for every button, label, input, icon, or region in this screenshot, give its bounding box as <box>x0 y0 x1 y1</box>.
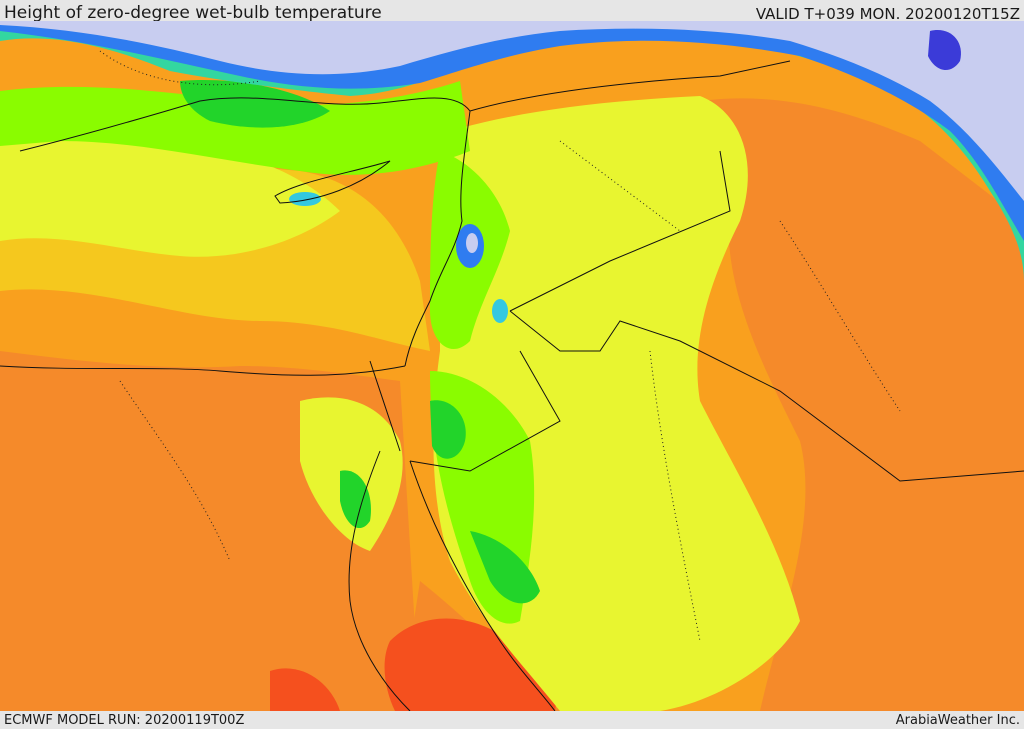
field-deep-blue-east <box>928 30 961 71</box>
border-turkey-syria <box>469 60 791 112</box>
field-green-sinai <box>340 470 371 529</box>
province-line-4 <box>559 140 681 232</box>
field-red-orange-south <box>384 618 556 711</box>
border-jordan-iraq <box>509 310 1024 482</box>
border-syria-iraq <box>509 150 731 312</box>
valid-time-label: VALID T+039 MON. 20200120T15Z <box>755 5 1020 23</box>
country-borders <box>0 60 1024 711</box>
province-borders <box>99 50 901 642</box>
field-green-turkey <box>180 80 330 128</box>
coastline-red-sea-west <box>348 450 411 711</box>
field-cold-sea <box>0 21 1024 201</box>
cyprus-outline <box>274 160 391 204</box>
model-run-label: ECMWF MODEL RUN: 20200119T00Z <box>4 713 245 728</box>
province-line-3 <box>779 220 901 412</box>
field-hermon-cold <box>492 299 508 323</box>
border-sinai <box>369 360 401 452</box>
coastline-red-sea-east <box>409 460 556 711</box>
coastline-levant <box>404 110 471 367</box>
field-green-dead-sea <box>430 400 466 459</box>
map-title: Height of zero-degree wet-bulb temperatu… <box>4 3 382 23</box>
province-line-1 <box>119 380 231 562</box>
coastline-egypt <box>0 365 406 376</box>
credit-label: ArabiaWeather Inc. <box>895 713 1020 728</box>
field-lebanon-core <box>466 233 478 253</box>
field-cyprus-cold <box>289 192 321 206</box>
wet-bulb-field <box>0 21 1024 711</box>
border-saudi <box>409 350 561 472</box>
field-blue-band <box>0 21 1024 241</box>
field-yellow-green-west <box>0 118 340 257</box>
weather-map <box>0 21 1024 711</box>
field-green-hejaz <box>470 531 540 604</box>
coastline-turkey <box>19 97 471 152</box>
field-red-orange-sw <box>270 668 340 711</box>
field-dark-orange-east <box>700 98 1024 711</box>
